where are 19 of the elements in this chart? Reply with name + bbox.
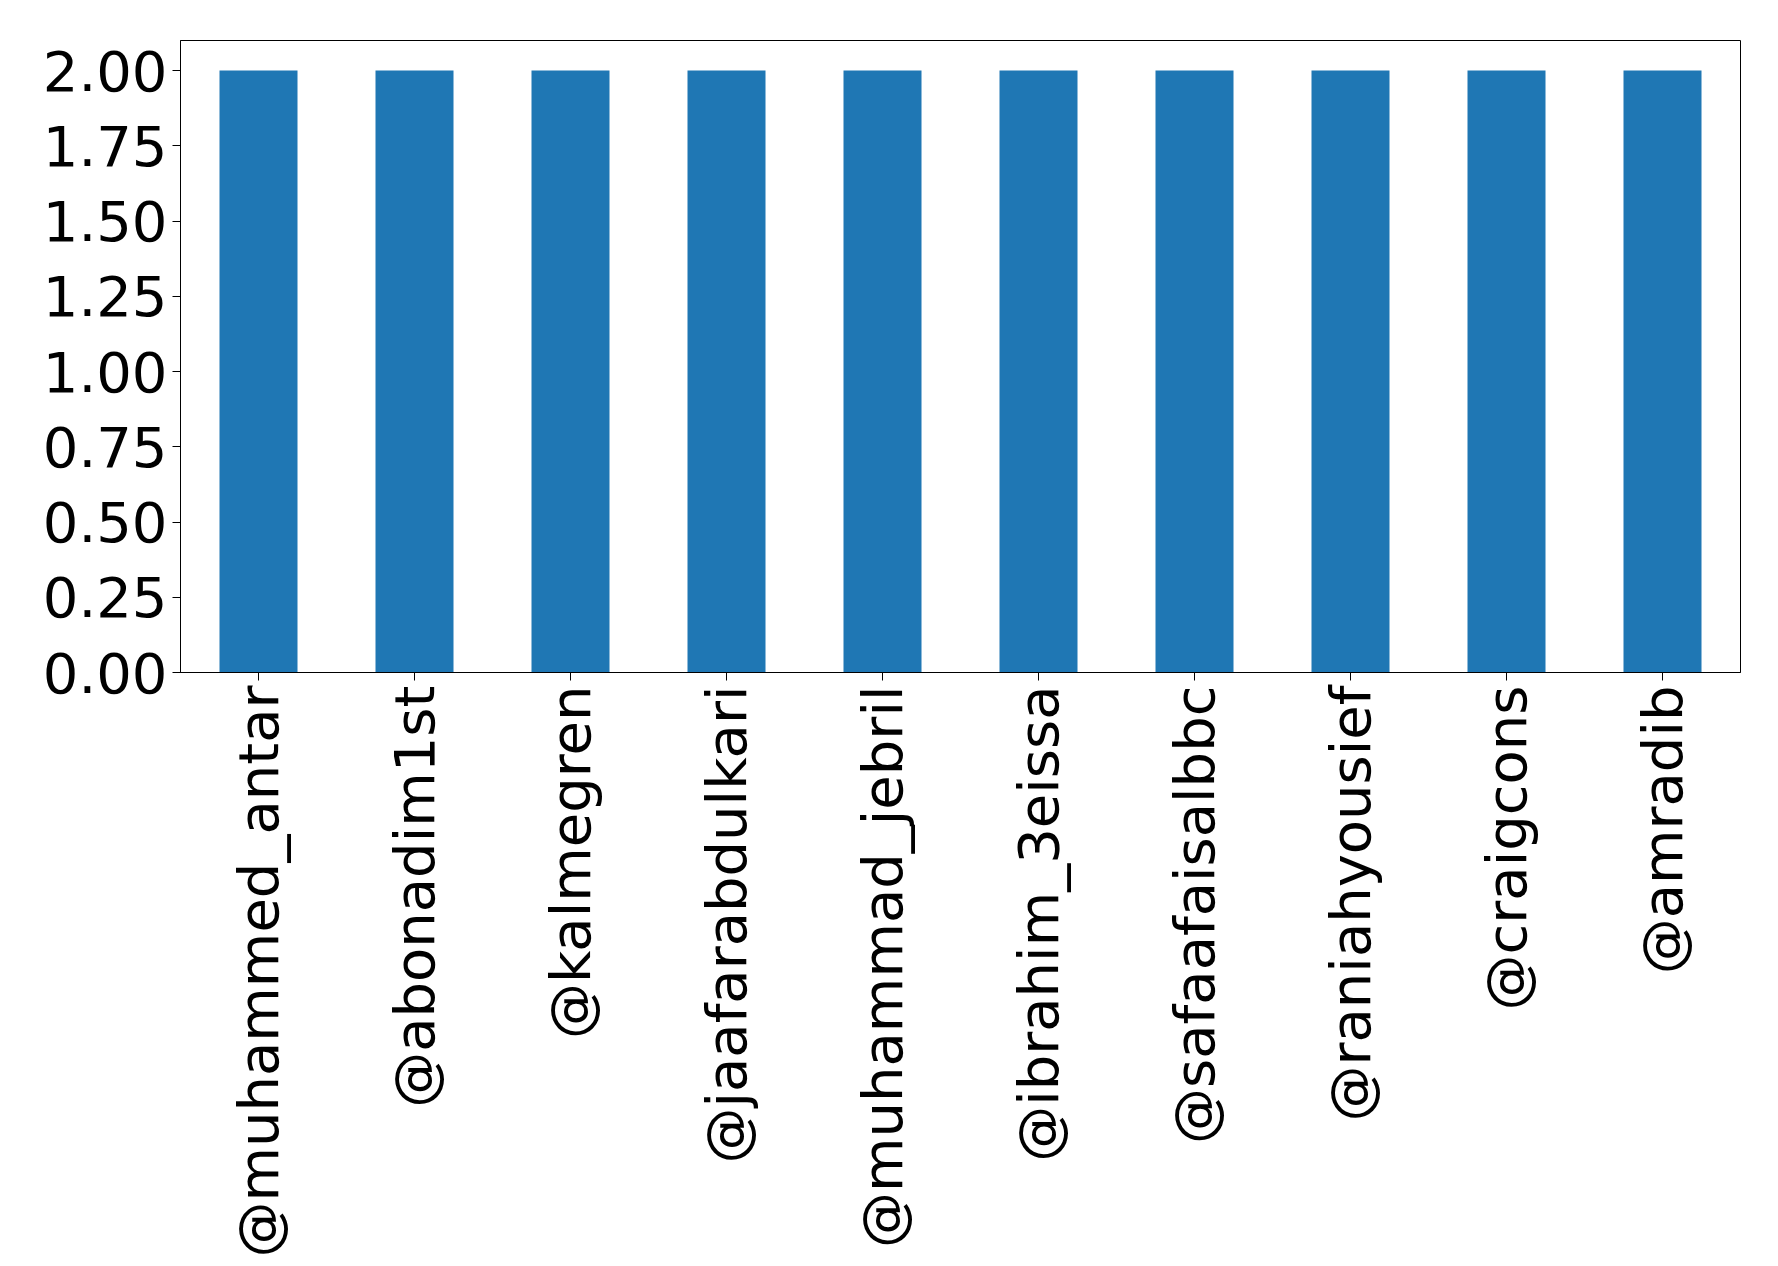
x-tick-label: @raniahyousief	[1318, 684, 1383, 1122]
x-tick-label: @amradib	[1630, 685, 1695, 975]
x-tick-label: @muhammed_antar	[226, 684, 291, 1258]
y-tick-label: 0.75	[42, 414, 168, 480]
x-tick-label: @safaafaisalbbc	[1162, 685, 1227, 1144]
y-tick-label: 0.25	[42, 565, 168, 631]
y-tick-label: 0.50	[42, 490, 168, 556]
x-tick-label: @craigcons	[1474, 685, 1539, 1011]
x-tick-label: @abonadim1st	[382, 685, 447, 1108]
y-tick-label: 2.00	[42, 38, 168, 104]
y-tick-label: 1.25	[42, 264, 168, 330]
x-tick-label: @jaafarabdulkari	[694, 685, 759, 1164]
x-tick-label: @ibrahim_3eissa	[1006, 685, 1071, 1162]
y-tick-label: 1.50	[42, 189, 168, 255]
y-tick-label: 1.75	[42, 113, 168, 179]
x-tick-label: @muhammad_jebril	[850, 685, 915, 1249]
y-tick-label: 1.00	[42, 339, 168, 405]
x-tick-label: @kalmegren	[538, 685, 603, 1040]
y-tick-label: 0.00	[42, 640, 168, 706]
